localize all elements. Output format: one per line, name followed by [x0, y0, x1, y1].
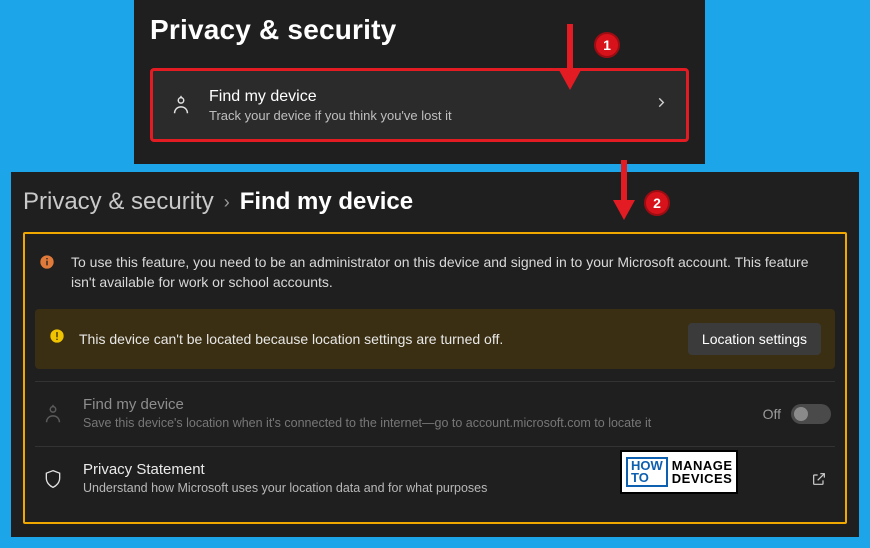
setting-title: Find my device — [83, 396, 747, 413]
toggle-label: Off — [763, 406, 781, 422]
find-my-device-text: Find my device Track your device if you … — [209, 88, 452, 123]
chevron-right-icon — [654, 96, 668, 115]
page-title: Privacy & security — [150, 14, 689, 46]
row-subtitle: Track your device if you think you've lo… — [209, 108, 452, 123]
chevron-right-icon: › — [224, 192, 230, 213]
find-my-device-row[interactable]: Find my device Track your device if you … — [150, 68, 689, 142]
setting-text: Find my device Save this device's locati… — [83, 396, 747, 433]
row-title: Find my device — [209, 88, 452, 106]
find-my-device-setting: Find my device Save this device's locati… — [35, 381, 835, 447]
wm-right-bottom: DEVICES — [672, 472, 733, 485]
find-my-device-icon — [167, 94, 195, 116]
location-settings-button[interactable]: Location settings — [688, 323, 821, 355]
shield-icon — [39, 468, 67, 490]
warning-text: This device can't be located because loc… — [79, 331, 674, 347]
breadcrumb-current: Find my device — [240, 188, 413, 216]
admin-info-banner: To use this feature, you need to be an a… — [35, 244, 835, 309]
info-icon — [39, 254, 57, 275]
breadcrumb-root[interactable]: Privacy & security — [23, 188, 214, 216]
admin-info-text: To use this feature, you need to be an a… — [71, 252, 831, 293]
panel-step-1: Privacy & security Find my device Track … — [134, 0, 705, 164]
external-link-icon — [807, 471, 831, 487]
warning-icon — [49, 328, 65, 349]
watermark-logo: HOW TO MANAGE DEVICES — [620, 450, 738, 494]
toggle-group: Off — [763, 404, 831, 424]
breadcrumb: Privacy & security › Find my device — [23, 188, 847, 216]
setting-subtitle: Save this device's location when it's co… — [83, 415, 723, 433]
find-my-device-toggle[interactable] — [791, 404, 831, 424]
wm-left-bottom: TO — [631, 472, 663, 484]
find-my-device-icon — [39, 403, 67, 425]
location-off-warning: This device can't be located because loc… — [35, 309, 835, 369]
